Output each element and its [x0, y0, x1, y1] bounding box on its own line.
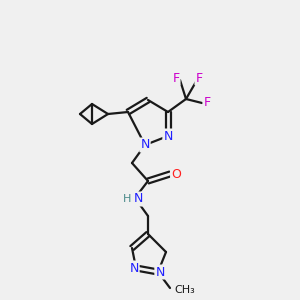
Text: N: N [140, 139, 150, 152]
Text: N: N [155, 266, 165, 278]
Text: F: F [172, 71, 180, 85]
Text: O: O [171, 167, 181, 181]
Text: H: H [123, 194, 131, 204]
Text: CH₃: CH₃ [174, 285, 195, 295]
Text: N: N [133, 193, 143, 206]
Text: F: F [203, 97, 211, 110]
Text: F: F [195, 71, 203, 85]
Text: N: N [163, 130, 173, 142]
Text: N: N [129, 262, 139, 275]
